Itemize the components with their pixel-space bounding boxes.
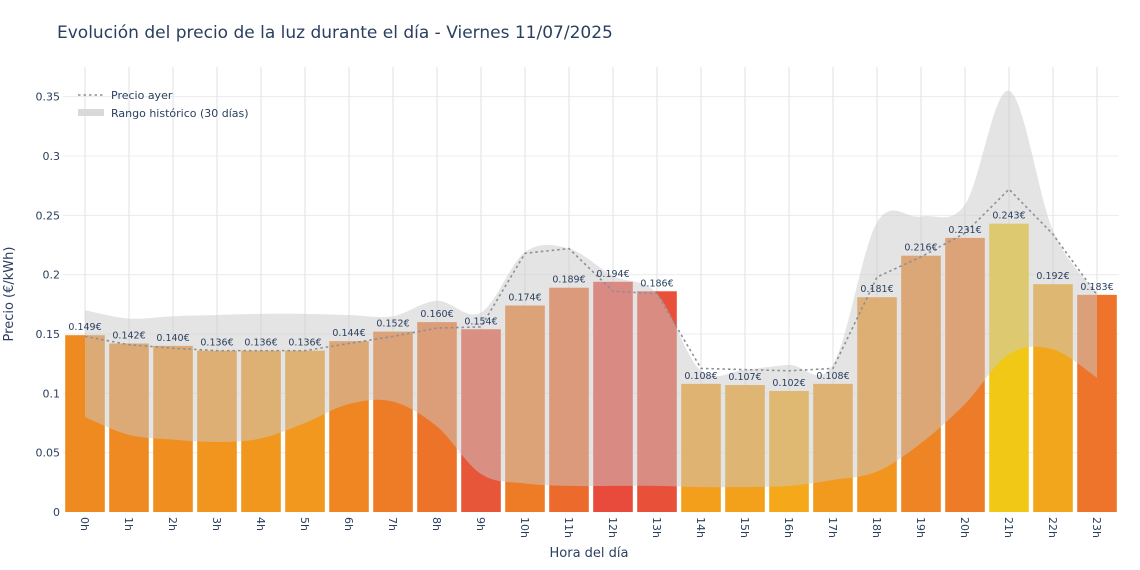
x-tick-label-12h: 12h: [606, 517, 619, 538]
value-label-23h: 0.183€: [1080, 282, 1113, 293]
y-axis-title: Precio (€/kWh): [2, 247, 17, 342]
historical-range-band: [85, 90, 1097, 488]
x-tick-label-7h: 7h: [386, 517, 399, 531]
value-label-17h: 0.108€: [816, 371, 849, 382]
y-axis-ticks: 0 0.05 0.1 0.15 0.2 0.25 0.3 0.35: [36, 91, 61, 519]
y-tick-label-0: 0: [53, 506, 60, 519]
x-tick-label-6h: 6h: [342, 517, 355, 531]
x-tick-label-22h: 22h: [1046, 517, 1059, 538]
x-tick-label-10h: 10h: [518, 517, 531, 538]
x-axis-title: Hora del día: [550, 546, 629, 561]
x-tick-label-21h: 21h: [1002, 517, 1015, 538]
x-tick-label-2h: 2h: [166, 517, 179, 531]
legend-range-label: Rango histórico (30 días): [111, 107, 249, 120]
x-tick-label-19h: 19h: [914, 517, 927, 538]
chart-title: Evolución del precio de la luz durante e…: [57, 23, 613, 43]
value-label-8h: 0.160€: [420, 309, 453, 320]
x-tick-label-18h: 18h: [870, 517, 883, 538]
x-tick-label-14h: 14h: [694, 517, 707, 538]
y-tick-label-1: 0.05: [36, 447, 61, 460]
x-tick-label-13h: 13h: [650, 517, 663, 538]
value-label-5h: 0.136€: [288, 338, 321, 349]
value-label-1h: 0.142€: [112, 330, 145, 341]
value-label-20h: 0.231€: [948, 225, 981, 236]
value-label-6h: 0.144€: [332, 328, 365, 339]
y-tick-label-6: 0.3: [43, 150, 61, 163]
x-tick-label-3h: 3h: [210, 517, 223, 531]
x-tick-label-11h: 11h: [562, 517, 575, 538]
y-tick-label-5: 0.25: [36, 209, 61, 222]
value-label-19h: 0.216€: [904, 243, 937, 254]
value-label-21h: 0.243€: [992, 211, 1025, 222]
x-tick-label-0h: 0h: [78, 517, 91, 531]
y-tick-label-4: 0.2: [43, 269, 61, 282]
x-tick-label-20h: 20h: [958, 517, 971, 538]
value-label-15h: 0.107€: [728, 372, 761, 383]
legend-range-swatch: [78, 109, 104, 116]
value-label-2h: 0.140€: [156, 333, 189, 344]
x-tick-label-23h: 23h: [1090, 517, 1103, 538]
x-tick-label-9h: 9h: [474, 517, 487, 531]
value-label-7h: 0.152€: [376, 319, 409, 330]
value-label-9h: 0.154€: [464, 316, 497, 327]
value-label-4h: 0.136€: [244, 338, 277, 349]
value-label-3h: 0.136€: [200, 338, 233, 349]
value-label-0h: 0.149€: [68, 322, 101, 333]
y-tick-label-7: 0.35: [36, 91, 61, 104]
y-tick-label-2: 0.1: [43, 387, 61, 400]
x-tick-label-4h: 4h: [254, 517, 267, 531]
x-tick-label-8h: 8h: [430, 517, 443, 531]
value-label-16h: 0.102€: [772, 378, 805, 389]
value-label-14h: 0.108€: [684, 371, 717, 382]
value-label-10h: 0.174€: [508, 293, 541, 304]
legend-yesterday-label: Precio ayer: [111, 89, 173, 102]
x-tick-label-1h: 1h: [122, 517, 135, 531]
x-axis-ticks: 0h 1h 2h 3h 4h 5h 6h 7h 8h 9h 10h 11h 12h 13h 14h 15h 16…: [78, 517, 1103, 538]
bar-value-labels: 0.149€ 0.142€ 0.140€ 0.136€ 0.136€ 0.136€ 0.14…: [68, 211, 1113, 389]
y-tick-label-3: 0.15: [36, 328, 61, 341]
x-tick-label-16h: 16h: [782, 517, 795, 538]
x-tick-label-5h: 5h: [298, 517, 311, 531]
value-label-13h: 0.186€: [640, 278, 673, 289]
value-label-12h: 0.194€: [596, 269, 629, 280]
value-label-11h: 0.189€: [552, 275, 585, 286]
value-label-18h: 0.181€: [860, 284, 893, 295]
x-tick-label-17h: 17h: [826, 517, 839, 538]
x-tick-label-15h: 15h: [738, 517, 751, 538]
value-label-22h: 0.192€: [1036, 271, 1069, 282]
legend[interactable]: Precio ayer Rango histórico (30 días): [78, 89, 249, 120]
